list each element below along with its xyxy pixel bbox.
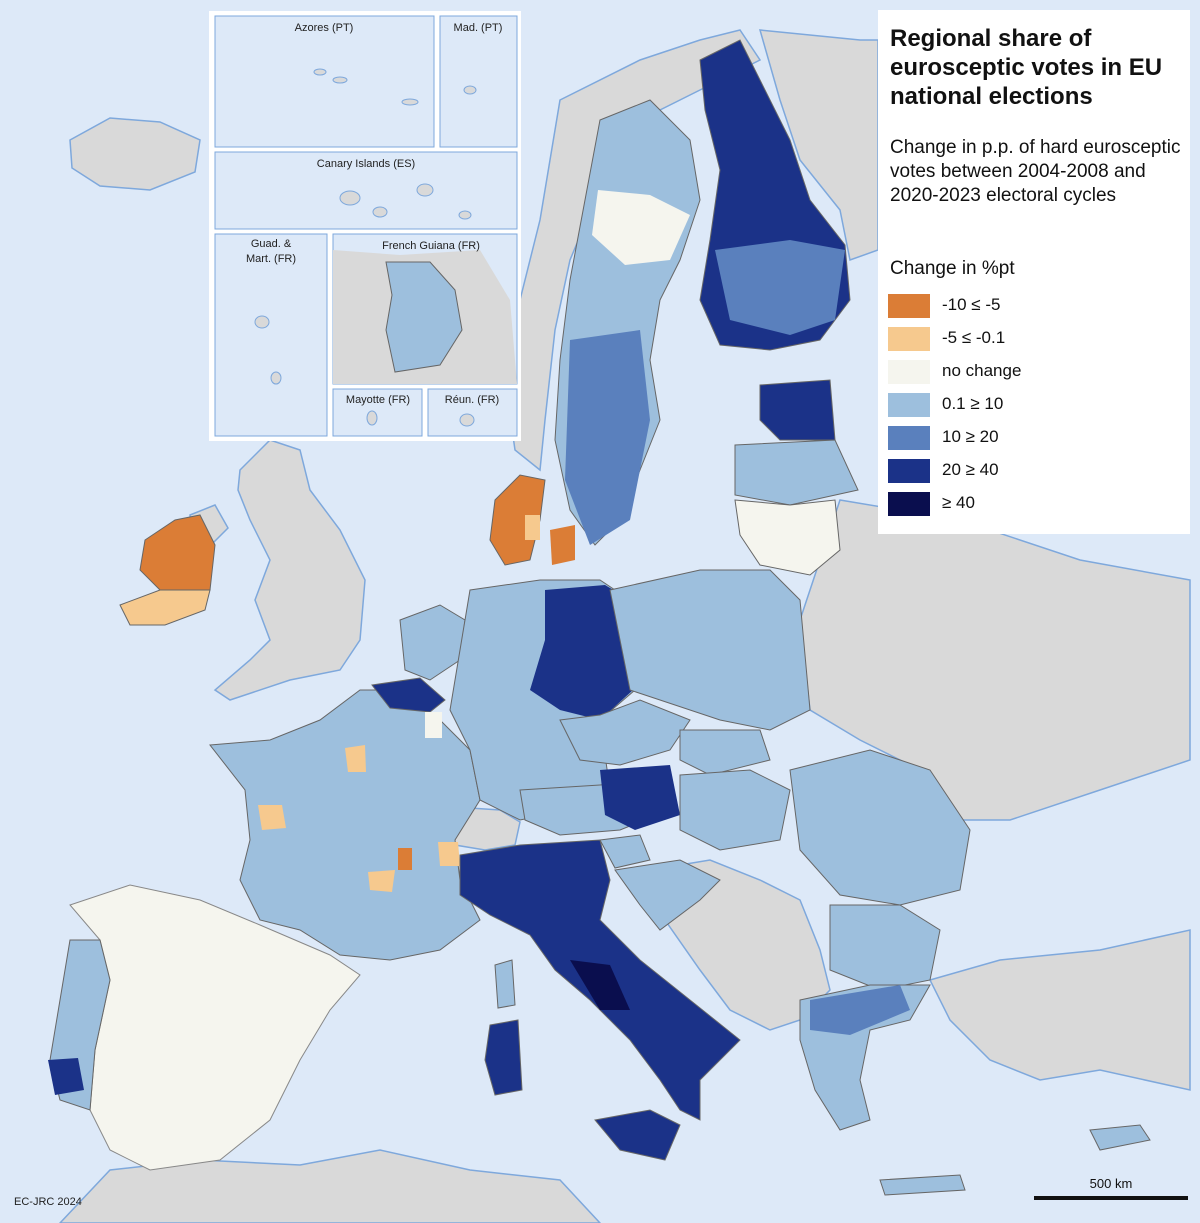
legend-item: 0.1 ≥ 10	[888, 389, 1178, 422]
legend-swatch	[888, 459, 930, 483]
region-estonia	[759, 379, 836, 441]
region-sweden-north	[592, 190, 690, 265]
region-belgium	[371, 677, 446, 713]
inset-label-guadeloupe-line2: Mart. (FR)	[246, 253, 296, 265]
turkey	[928, 929, 1191, 1091]
legend-swatch	[888, 426, 930, 450]
region-italy-centre	[570, 960, 630, 1010]
legend-item: no change	[888, 356, 1178, 389]
inset-label-mayotte: Mayotte (FR)	[346, 394, 410, 406]
region-greece-north	[810, 985, 910, 1035]
region-finland-south	[715, 240, 845, 335]
legend-item: 10 ≥ 20	[888, 422, 1178, 455]
region-latvia	[734, 439, 859, 506]
region-corsica	[494, 959, 516, 1009]
map-subtitle: Change in p.p. of hard eurosceptic votes…	[890, 137, 1181, 206]
region-cyprus	[1089, 1124, 1151, 1151]
inset-islands	[254, 68, 477, 427]
region-crete	[879, 1174, 966, 1196]
region-slovakia	[679, 729, 771, 776]
inset-guadeloupe	[214, 233, 328, 437]
legend-label: 0.1 ≥ 10	[942, 394, 1004, 413]
region-sardinia	[484, 1019, 523, 1096]
legend-swatch	[888, 294, 930, 318]
credit: EC-JRC 2024	[14, 1196, 82, 1208]
region-hungary	[679, 769, 791, 851]
region-denmark-east	[550, 525, 575, 565]
region-france-sw	[258, 805, 286, 830]
legend: Regional share of eurosceptic votes in E…	[878, 10, 1190, 534]
legend-swatch	[888, 492, 930, 516]
iceland	[69, 117, 201, 191]
legend-heading: Change in %pt	[890, 258, 1015, 279]
region-lithuania	[734, 499, 841, 576]
inset-azores	[214, 15, 435, 148]
region-ireland-north	[139, 514, 216, 591]
legend-item: -5 ≤ -0.1	[888, 323, 1178, 356]
region-croatia	[614, 859, 721, 931]
region-germany-east	[530, 585, 633, 720]
inset-mayotte	[332, 388, 423, 437]
inset-panels: Azores (PT) Mad. (PT) Canary Islands (ES…	[209, 11, 521, 441]
inset-label-guiana: French Guiana (FR)	[382, 240, 480, 252]
legend-label: ≥ 40	[942, 493, 975, 512]
region-france-e	[398, 848, 412, 870]
region-sweden-south	[565, 330, 650, 545]
legend-label: 10 ≥ 20	[942, 427, 999, 446]
russia-north	[758, 29, 879, 261]
legend-items: -10 ≤ -5 -5 ≤ -0.1 no change 0.1 ≥ 10 10…	[888, 290, 1178, 521]
scale-line	[1034, 1196, 1188, 1200]
legend-item: 20 ≥ 40	[888, 455, 1178, 488]
legend-swatch	[888, 327, 930, 351]
legend-item: ≥ 40	[888, 488, 1178, 521]
region-french-guiana	[385, 261, 463, 373]
north-africa	[58, 1149, 602, 1223]
region-portugal-south	[48, 1058, 84, 1095]
inset-canary	[214, 151, 518, 230]
region-france-ne	[345, 745, 366, 772]
inset-reunion	[427, 388, 518, 437]
legend-swatch	[888, 393, 930, 417]
map-title: Regional share of eurosceptic votes in E…	[890, 25, 1163, 110]
region-romania	[789, 749, 971, 906]
inset-label-madeira: Mad. (PT)	[454, 22, 503, 34]
scale-label: 500 km	[1089, 1176, 1133, 1191]
inset-madeira	[439, 15, 518, 148]
inset-label-azores: Azores (PT)	[295, 22, 354, 34]
region-bulgaria	[829, 904, 941, 991]
legend-item: -10 ≤ -5	[888, 290, 1178, 323]
great-britain	[213, 439, 366, 701]
region-poland	[609, 569, 811, 731]
region-france-se	[438, 842, 460, 866]
region-denmark-mid	[525, 515, 540, 540]
legend-swatch	[888, 360, 930, 384]
region-ireland-south	[119, 589, 211, 626]
legend-label: no change	[942, 361, 1022, 380]
inset-label-reunion: Réun. (FR)	[445, 394, 499, 406]
inset-label-canary: Canary Islands (ES)	[317, 158, 415, 170]
region-austria-east	[600, 765, 680, 830]
legend-label: -5 ≤ -0.1	[942, 328, 1006, 347]
legend-label: -10 ≤ -5	[942, 295, 1001, 314]
legend-label: 20 ≥ 40	[942, 460, 999, 479]
region-slovenia	[599, 834, 651, 869]
scale-bar: 500 km	[1034, 1176, 1188, 1204]
region-france-c	[368, 870, 395, 892]
region-luxembourg	[425, 712, 442, 738]
region-sicily	[594, 1109, 681, 1161]
inset-label-guadeloupe-line1: Guad. &	[251, 238, 292, 250]
